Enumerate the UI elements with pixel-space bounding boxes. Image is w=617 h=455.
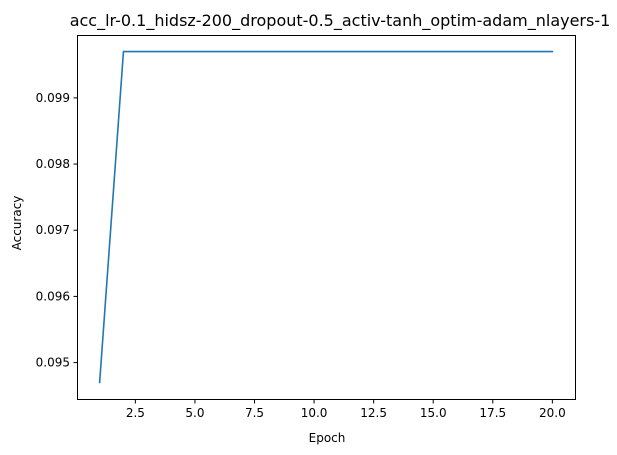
x-axis-label: Epoch (309, 431, 346, 445)
x-tick-label: 2.5 (126, 406, 145, 420)
y-axis: 0.095 0.096 0.097 0.098 0.099 (36, 91, 78, 370)
x-tick-label: 5.0 (185, 406, 204, 420)
y-tick-label: 0.099 (36, 91, 70, 105)
x-tick-label: 7.5 (245, 406, 264, 420)
y-axis-label: Accuracy (10, 196, 24, 251)
chart-title: acc_lr-0.1_hidsz-200_dropout-0.5_activ-t… (70, 11, 611, 31)
x-tick-label: 12.5 (360, 406, 387, 420)
x-tick-label: 20.0 (539, 406, 566, 420)
x-tick-label: 17.5 (479, 406, 506, 420)
x-axis: 2.5 5.0 7.5 10.0 12.5 15.0 17.5 20.0 (126, 399, 566, 420)
y-tick-label: 0.096 (36, 289, 70, 303)
x-tick-label: 10.0 (301, 406, 328, 420)
y-tick-label: 0.095 (36, 356, 70, 370)
series-line-0 (98, 50, 554, 384)
y-tick-label: 0.098 (36, 157, 70, 171)
x-tick-label: 15.0 (420, 406, 447, 420)
y-tick-label: 0.097 (36, 223, 70, 237)
plot-area (77, 35, 576, 400)
plot-frame (77, 35, 576, 400)
